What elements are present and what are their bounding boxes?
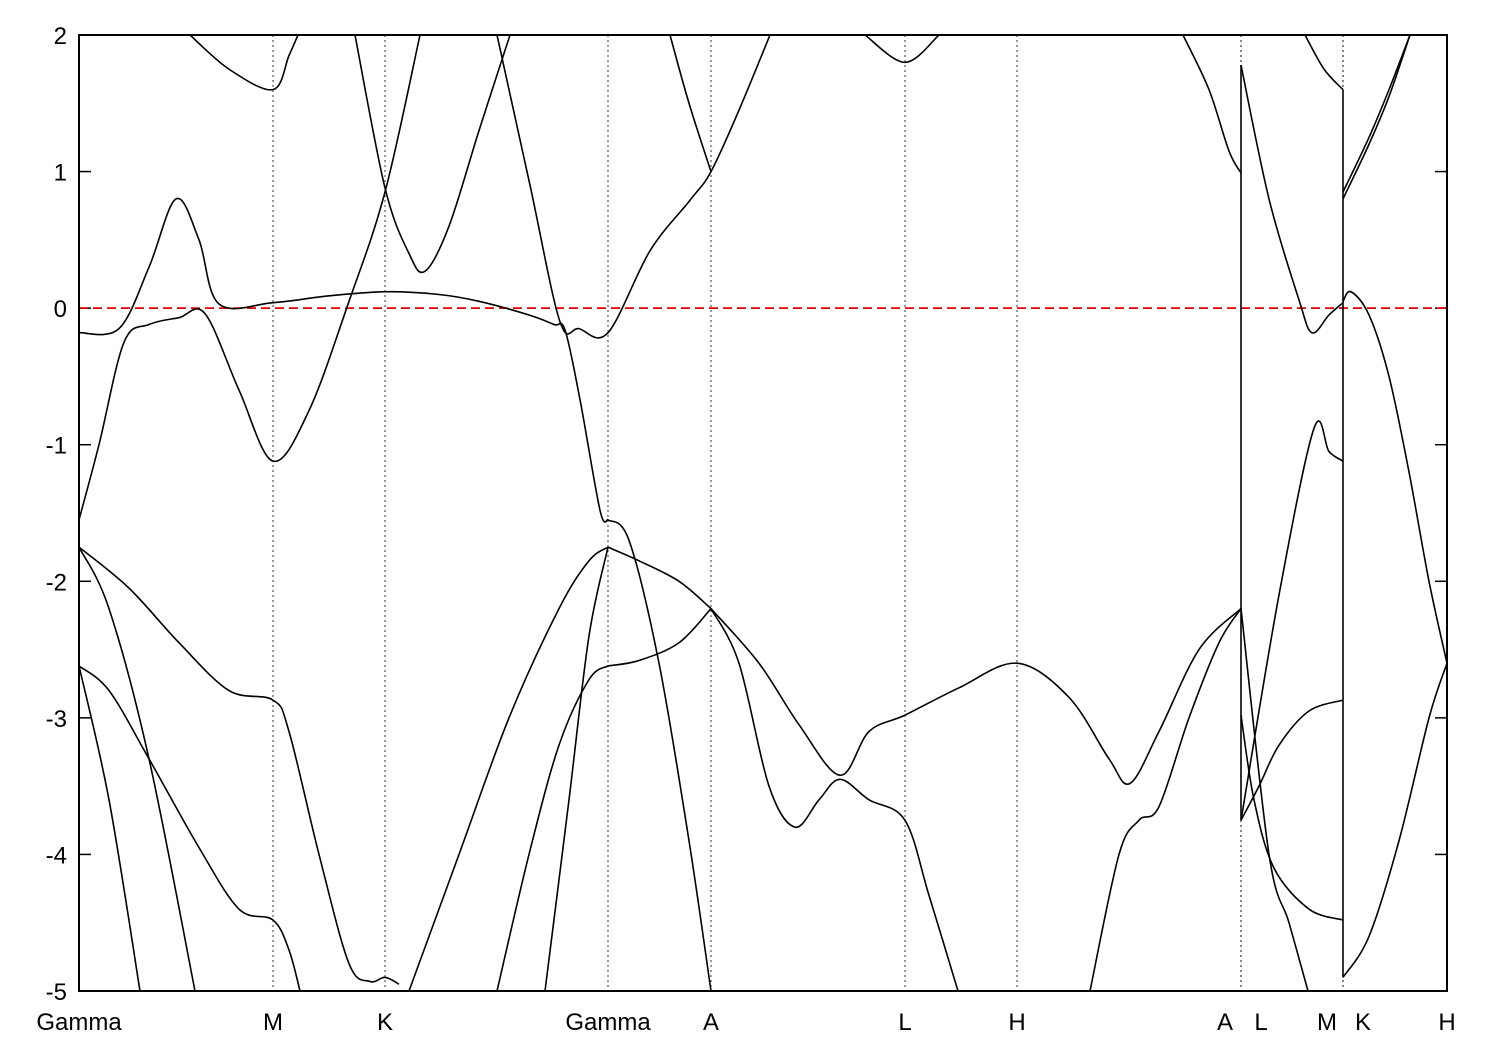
band-line [79,197,609,523]
bands [79,35,1447,991]
band-line [607,546,712,610]
band-line [544,546,609,991]
band-line [1182,35,1242,174]
x-tick-label: A [1217,1009,1233,1036]
band-line [1089,608,1242,991]
band-line [1240,715,1344,921]
band-line [79,665,301,991]
band-line [1342,290,1447,664]
band-line [1240,608,1309,991]
band-line [1342,662,1447,978]
plot-frame [78,34,1448,992]
band-line [79,665,141,991]
band-line [79,546,196,991]
band-line [1342,35,1411,193]
band-line [79,35,421,521]
band-line [607,519,712,991]
y-tick-label: -2 [46,569,67,596]
y-tick-label: 1 [54,160,67,187]
x-tick-label: H [1438,1009,1455,1036]
band-line [607,608,712,667]
band-line [710,608,959,991]
band-line [669,35,712,172]
x-tick-label: K [377,1009,393,1036]
x-tick-label: A [703,1009,719,1036]
band-line [864,35,940,64]
band-line [1240,420,1344,821]
y-tick-label: -3 [46,706,67,733]
x-tick-label: H [1008,1009,1025,1036]
x-tick-label: M [1317,1009,1337,1036]
x-tick-label: L [898,1009,911,1036]
x-tick-label: K [1355,1009,1371,1036]
band-line [354,35,511,274]
x-tick-label: L [1254,1009,1267,1036]
x-tick-label: Gamma [565,1009,651,1036]
band-line [496,35,771,339]
band-line [408,546,609,991]
y-tick-label: -4 [46,842,67,869]
y-tick-label: -5 [46,979,67,1006]
x-tick-label: Gamma [36,1009,122,1036]
y-tick-label: 2 [54,23,67,50]
band-line [1240,64,1344,334]
band-line [1342,35,1411,200]
band-line [710,608,1242,786]
x-tick-label: M [263,1009,283,1036]
y-tick-label: -1 [46,433,67,460]
band-line [1240,699,1344,821]
band-line [496,665,609,991]
band-line [79,546,400,985]
y-tick-label: 0 [54,296,67,323]
band-line [189,35,299,91]
band-line [1304,35,1344,91]
